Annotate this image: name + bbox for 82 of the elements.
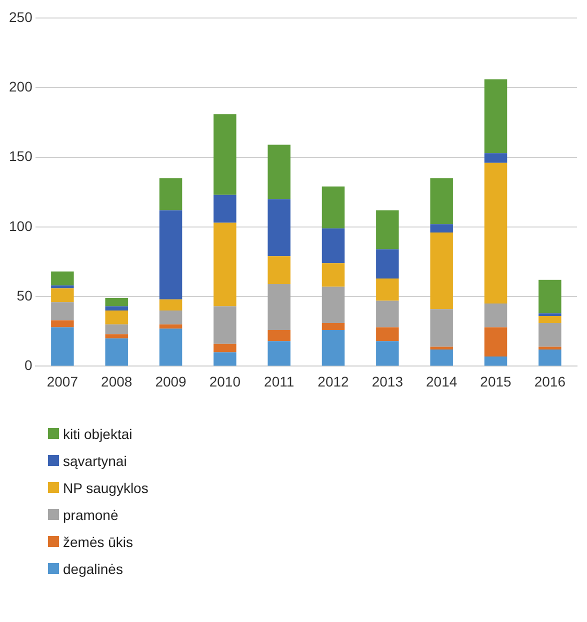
bar — [159, 310, 182, 324]
bar — [268, 199, 290, 256]
bar — [105, 338, 128, 366]
bar — [159, 210, 182, 300]
bar — [322, 228, 345, 264]
bar — [214, 344, 236, 352]
x-tick-label: 2012 — [318, 373, 350, 390]
bar — [376, 278, 399, 301]
legend-label: sąvartynai — [63, 452, 127, 468]
bar — [430, 349, 453, 366]
bar — [159, 324, 182, 329]
bar — [159, 299, 182, 310]
bar — [214, 352, 236, 366]
bar — [430, 232, 453, 310]
bar — [484, 162, 508, 304]
bar — [214, 194, 236, 223]
y-tick-label: 250 — [9, 8, 33, 25]
bar — [376, 249, 399, 278]
y-tick-label: 100 — [9, 218, 33, 234]
bar — [538, 316, 562, 324]
legend-label: NP saugyklos — [63, 480, 148, 496]
x-tick-label: 2013 — [372, 373, 404, 390]
bar — [214, 222, 236, 306]
bar — [105, 334, 128, 338]
bar — [538, 313, 562, 316]
bar — [105, 306, 128, 310]
bar — [376, 300, 399, 328]
bar — [430, 178, 453, 224]
x-tick-label: 2014 — [426, 373, 458, 390]
bar — [268, 144, 290, 200]
y-tick-label: 150 — [9, 148, 33, 164]
bar — [538, 349, 562, 366]
bar — [105, 310, 128, 324]
bar — [51, 271, 74, 286]
x-tick-label: 2008 — [101, 373, 132, 390]
bar — [51, 320, 74, 328]
bar — [376, 341, 399, 366]
legend-label: degalinės — [63, 560, 123, 576]
bar — [484, 327, 508, 356]
x-tick-label: 2015 — [480, 373, 512, 390]
bar — [538, 346, 562, 350]
bar — [105, 298, 128, 306]
bar — [159, 328, 182, 366]
bar — [484, 356, 508, 366]
bar — [322, 330, 345, 366]
bar — [322, 286, 345, 324]
bar — [322, 263, 345, 287]
bar — [268, 284, 290, 330]
bar — [268, 341, 290, 366]
legend-label: kiti objektai — [63, 426, 132, 442]
bar — [376, 210, 399, 250]
bar — [430, 346, 453, 350]
bar — [159, 178, 182, 210]
bar — [430, 309, 453, 347]
bar — [214, 114, 236, 195]
bar — [484, 79, 508, 154]
bar — [322, 323, 345, 330]
bar — [322, 186, 345, 228]
y-tick-label: 0 — [24, 357, 33, 374]
bar — [51, 302, 74, 320]
legend-label: pramonė — [63, 506, 118, 522]
y-tick-label: 200 — [9, 78, 33, 94]
x-tick-label: 2016 — [534, 373, 566, 390]
bar — [484, 153, 508, 163]
bar — [538, 323, 562, 347]
bar — [268, 256, 290, 284]
bar — [51, 285, 74, 288]
x-tick-label: 2007 — [46, 373, 78, 390]
bar — [538, 280, 562, 314]
x-tick-label: 2009 — [155, 373, 187, 390]
y-tick-label: 50 — [16, 287, 33, 304]
bar — [105, 324, 128, 334]
x-tick-label: 2011 — [264, 373, 294, 390]
bar — [51, 288, 74, 302]
bar — [484, 304, 508, 328]
bar — [214, 306, 236, 344]
legend-label: žemės ūkis — [63, 534, 134, 550]
bar — [430, 224, 453, 232]
bar — [51, 327, 74, 366]
bar — [268, 330, 290, 342]
bar — [376, 327, 399, 342]
x-tick-label: 2010 — [209, 373, 241, 390]
